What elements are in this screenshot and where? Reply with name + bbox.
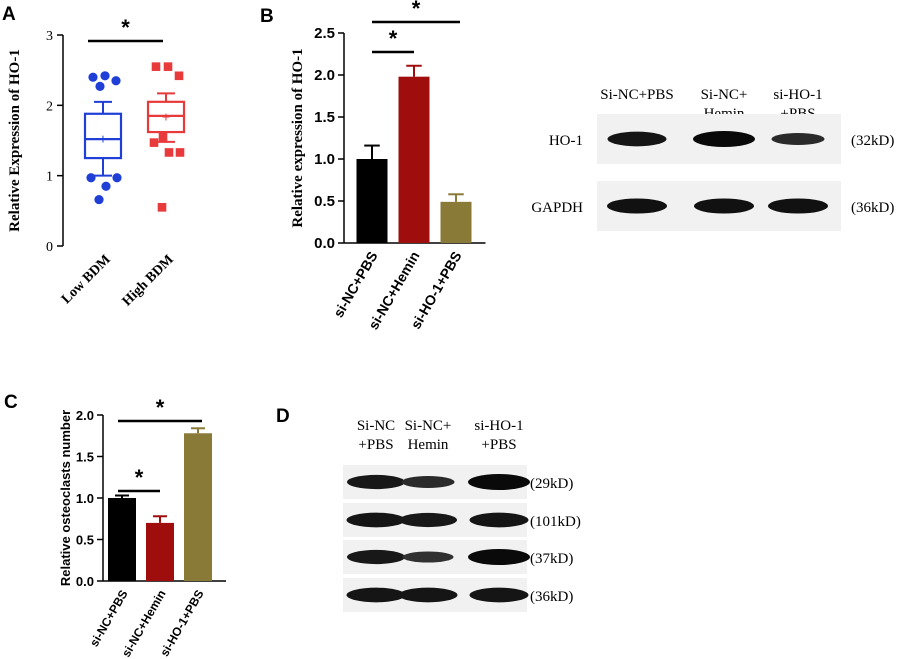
a-outlier-point	[151, 62, 161, 71]
blot_d-band	[346, 512, 406, 528]
c-x-tick-label: si-NC+PBS	[87, 588, 131, 650]
c-y-axis-title: Relative osteoclasts number	[58, 410, 73, 586]
c-significance-label: *	[135, 465, 144, 490]
c-significance-label: *	[156, 395, 165, 420]
blot_b-protein-label: GAPDH	[531, 200, 583, 216]
blot_d-band	[347, 549, 405, 565]
blot_b-lane-label-line: Si-NC+	[701, 87, 748, 103]
a-y-axis-title: Relative Expression of HO-1	[7, 49, 23, 232]
b-bar	[398, 76, 430, 244]
a-outlier-point	[111, 76, 121, 86]
b-bar	[356, 159, 388, 243]
a-outlier-point	[101, 181, 111, 191]
c-bar	[184, 433, 212, 581]
blot_b-protein-label: HO-1	[549, 133, 583, 149]
a-mean-marker: +	[162, 109, 170, 125]
blot_b-size-label: (32kD)	[851, 133, 894, 149]
panel-label-b: B	[260, 6, 274, 27]
panel-label-c: C	[4, 392, 18, 413]
blot_d-lane-label-line: Si-NC+	[405, 418, 452, 434]
blot_d-band	[469, 512, 529, 528]
a-outlier-point	[164, 148, 174, 157]
b-y-axis-title: Relative expression of HO-1	[290, 48, 306, 227]
blot_d-lane-label-line: Hemin	[408, 437, 449, 453]
blot_b-size-label: (36kD)	[851, 200, 894, 216]
a-outlier-point	[88, 72, 98, 82]
a-outlier-point	[100, 71, 110, 81]
c-bar	[146, 522, 174, 581]
b-y-tick-label: 0.0	[314, 235, 335, 252]
blot_b-lane-label: Si-NC+PBS	[600, 87, 674, 103]
blot_d-lane-label-line: si-HO-1	[474, 418, 523, 434]
blot_d-lane-label: Si-NC+ Hemin	[405, 418, 452, 453]
blot_b-band	[694, 198, 754, 214]
a-outlier-point	[157, 203, 167, 212]
blot_d-band	[468, 474, 530, 490]
b-y-tick-label: 2.5	[314, 25, 335, 42]
a-outlier-point	[94, 194, 104, 205]
b-y-tick-label: 0.5	[314, 193, 335, 210]
a-x-tick-label: Low BDM	[59, 252, 114, 307]
blot_b-band	[607, 198, 667, 214]
c-bar	[108, 498, 136, 581]
a-y-tick-label: 3	[46, 29, 53, 44]
blot_d-size-label: (101kD)	[530, 514, 581, 530]
a-outlier-point	[86, 173, 96, 183]
b-bar	[440, 201, 472, 243]
blot_d-band	[346, 587, 406, 603]
b-y-tick-label: 1.0	[314, 151, 335, 168]
blot_d-band	[402, 551, 454, 563]
b-significance-label: *	[412, 0, 421, 21]
panel-label-d: D	[276, 406, 290, 427]
a-y-tick-label: 1	[46, 170, 53, 185]
blot_b-lane-label-line: Si-NC+PBS	[600, 87, 674, 103]
a-outlier-point	[174, 71, 184, 81]
blot_d-lane-label-line: +PBS	[358, 437, 393, 453]
a-significance-label: *	[121, 15, 130, 40]
blot_d-band	[468, 549, 530, 565]
blot_d-band	[398, 587, 458, 603]
b-y-tick-label: 2.0	[314, 67, 335, 84]
c-y-tick-label: 0.5	[76, 533, 94, 548]
c-y-tick-label: 1.5	[76, 450, 94, 465]
blot_b-band	[771, 133, 825, 145]
a-y-tick-label: 2	[46, 99, 53, 114]
blot_b-band	[768, 198, 828, 214]
b-y-tick-label: 1.5	[314, 109, 335, 126]
blot_d-band	[401, 476, 455, 488]
a-y-tick-label: 0	[46, 240, 53, 255]
a-outlier-point	[112, 173, 122, 183]
blot_d-band	[399, 512, 457, 528]
blot_d-band	[469, 587, 529, 603]
c-y-tick-label: 1.0	[76, 491, 94, 506]
blot_d-lane-label: Si-NC +PBS	[357, 418, 395, 453]
panel-label-a: A	[2, 4, 16, 25]
a-box	[83, 112, 123, 160]
c-y-tick-label: 2.0	[76, 408, 94, 423]
blot_d-size-label: (36kD)	[530, 589, 573, 605]
a-outlier-point	[163, 62, 173, 71]
a-outlier-point	[175, 148, 185, 157]
a-mean-marker: +	[99, 130, 107, 146]
blot_d-lane-label: si-HO-1 +PBS	[474, 418, 523, 453]
b-significance-label: *	[389, 26, 398, 51]
blot_d-band	[347, 474, 405, 490]
a-x-tick-label: High BDM	[120, 252, 177, 309]
a-outlier-point	[95, 81, 105, 91]
blot_b-band	[607, 131, 667, 147]
blot_b-band	[693, 131, 755, 147]
a-outlier-point	[149, 138, 159, 147]
blot_d-lane-label-line: +PBS	[481, 437, 516, 453]
blot_b-lane-label-line: si-HO-1	[773, 87, 822, 103]
blot_d-size-label: (29kD)	[530, 476, 573, 492]
blot_d-lane-label-line: Si-NC	[357, 418, 395, 434]
a-outlier-point	[158, 132, 168, 142]
blot_d-size-label: (37kD)	[530, 551, 573, 567]
c-y-tick-label: 0.0	[76, 574, 94, 589]
